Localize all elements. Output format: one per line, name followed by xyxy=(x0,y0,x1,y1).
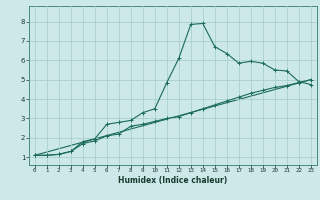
X-axis label: Humidex (Indice chaleur): Humidex (Indice chaleur) xyxy=(118,176,228,185)
